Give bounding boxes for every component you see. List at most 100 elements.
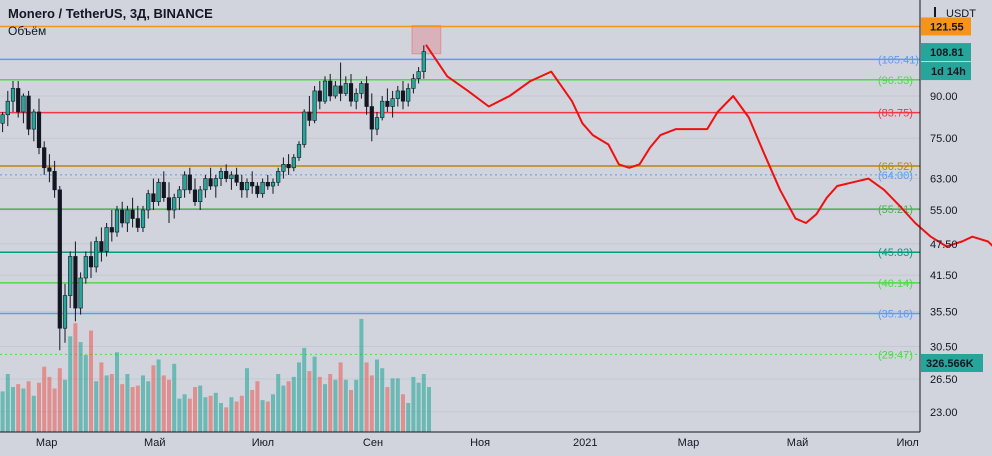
candle-body[interactable] xyxy=(338,85,343,94)
candle-body[interactable] xyxy=(120,209,125,224)
candle-body[interactable] xyxy=(146,193,151,211)
candle-body[interactable] xyxy=(270,181,276,187)
candle-body[interactable] xyxy=(88,256,94,268)
candle-body[interactable] xyxy=(374,117,380,130)
candle-body[interactable] xyxy=(52,171,57,191)
candle-body[interactable] xyxy=(317,90,322,102)
candle-body[interactable] xyxy=(369,106,374,130)
candle-body[interactable] xyxy=(198,189,203,203)
candle-body[interactable] xyxy=(234,174,239,183)
candle-body[interactable] xyxy=(62,295,68,329)
time-axis-label: Май xyxy=(144,437,166,449)
candle-body[interactable] xyxy=(328,80,333,97)
candle-body[interactable] xyxy=(265,181,270,187)
candle-body[interactable] xyxy=(166,197,172,211)
time-axis-label: 2021 xyxy=(573,437,597,449)
candle-body[interactable] xyxy=(281,164,286,172)
candle-body[interactable] xyxy=(224,171,229,179)
candle-body[interactable] xyxy=(104,227,109,252)
candle-body[interactable] xyxy=(395,90,400,99)
candle-body[interactable] xyxy=(26,95,31,130)
candle-body[interactable] xyxy=(187,174,192,191)
candle-body[interactable] xyxy=(21,95,26,113)
candle-body[interactable] xyxy=(0,114,5,124)
candle-body[interactable] xyxy=(99,241,104,252)
candle-body[interactable] xyxy=(182,174,187,191)
candle-body[interactable] xyxy=(291,157,296,169)
candle-body[interactable] xyxy=(5,100,10,116)
time-axis-label: Июл xyxy=(252,437,274,449)
candle-body[interactable] xyxy=(343,83,348,94)
candle-body[interactable] xyxy=(359,83,364,94)
candle-body[interactable] xyxy=(411,78,416,89)
candle-body[interactable] xyxy=(94,241,99,268)
volume-bar xyxy=(156,359,161,432)
candle-body[interactable] xyxy=(312,90,317,121)
candle-body[interactable] xyxy=(307,111,312,121)
candle-body[interactable] xyxy=(421,51,426,72)
candle-body[interactable] xyxy=(57,189,62,329)
candle-body[interactable] xyxy=(208,178,213,187)
level-label: (29.47) xyxy=(878,349,913,361)
candle-body[interactable] xyxy=(406,88,411,102)
candle-body[interactable] xyxy=(286,164,291,169)
candle-body[interactable] xyxy=(380,100,385,118)
candle-body[interactable] xyxy=(400,90,406,102)
candle-body[interactable] xyxy=(255,185,260,195)
candle-body[interactable] xyxy=(172,197,177,211)
candle-body[interactable] xyxy=(239,181,244,191)
candle-body[interactable] xyxy=(192,189,198,203)
candle-body[interactable] xyxy=(73,256,78,309)
volume-bar xyxy=(406,403,411,432)
volume-bar xyxy=(302,347,307,432)
candle-body[interactable] xyxy=(322,80,328,102)
candle-body[interactable] xyxy=(229,174,234,179)
candle-body[interactable] xyxy=(250,181,255,187)
candle-body[interactable] xyxy=(151,193,156,203)
candle-body[interactable] xyxy=(109,227,114,233)
candle-body[interactable] xyxy=(203,178,208,191)
candle-body[interactable] xyxy=(31,111,36,130)
candle-body[interactable] xyxy=(83,256,88,279)
candle-body[interactable] xyxy=(135,218,140,228)
candle-body[interactable] xyxy=(354,93,359,102)
candle-body[interactable] xyxy=(140,209,146,228)
candle-body[interactable] xyxy=(364,83,369,107)
candle-body[interactable] xyxy=(130,209,135,219)
candle-body[interactable] xyxy=(296,144,302,158)
candle-body[interactable] xyxy=(42,147,47,169)
candle-body[interactable] xyxy=(218,171,224,179)
candle-body[interactable] xyxy=(78,277,83,309)
candle-body[interactable] xyxy=(333,85,338,97)
volume-bar xyxy=(198,385,203,432)
volume-bar xyxy=(42,366,47,432)
candle-body[interactable] xyxy=(10,88,16,102)
forecast-path[interactable] xyxy=(425,44,992,280)
candle-body[interactable] xyxy=(416,71,421,79)
menu-icon[interactable] xyxy=(930,6,940,21)
candle-body[interactable] xyxy=(213,178,218,187)
candle-body[interactable] xyxy=(125,209,130,224)
candle-body[interactable] xyxy=(156,181,161,203)
candle-body[interactable] xyxy=(260,181,265,195)
candle-body[interactable] xyxy=(68,256,73,296)
candle-body[interactable] xyxy=(244,181,250,191)
volume-bar xyxy=(234,401,239,432)
price-axis-label: 26.50 xyxy=(930,374,958,386)
candle-body[interactable] xyxy=(385,100,390,107)
candle-body[interactable] xyxy=(276,171,281,183)
level-label: (35.16) xyxy=(878,309,913,321)
candle-body[interactable] xyxy=(177,189,182,198)
volume-bar xyxy=(265,401,270,432)
candle-body[interactable] xyxy=(16,88,21,113)
candle-body[interactable] xyxy=(390,98,395,107)
volume-bar xyxy=(89,330,93,432)
volume-bar xyxy=(385,387,390,432)
candle-body[interactable] xyxy=(348,83,354,102)
candle-body[interactable] xyxy=(114,209,120,233)
candle-body[interactable] xyxy=(302,111,307,145)
candle-body[interactable] xyxy=(161,181,166,198)
candle-body[interactable] xyxy=(36,111,42,148)
candle-body[interactable] xyxy=(47,167,52,172)
